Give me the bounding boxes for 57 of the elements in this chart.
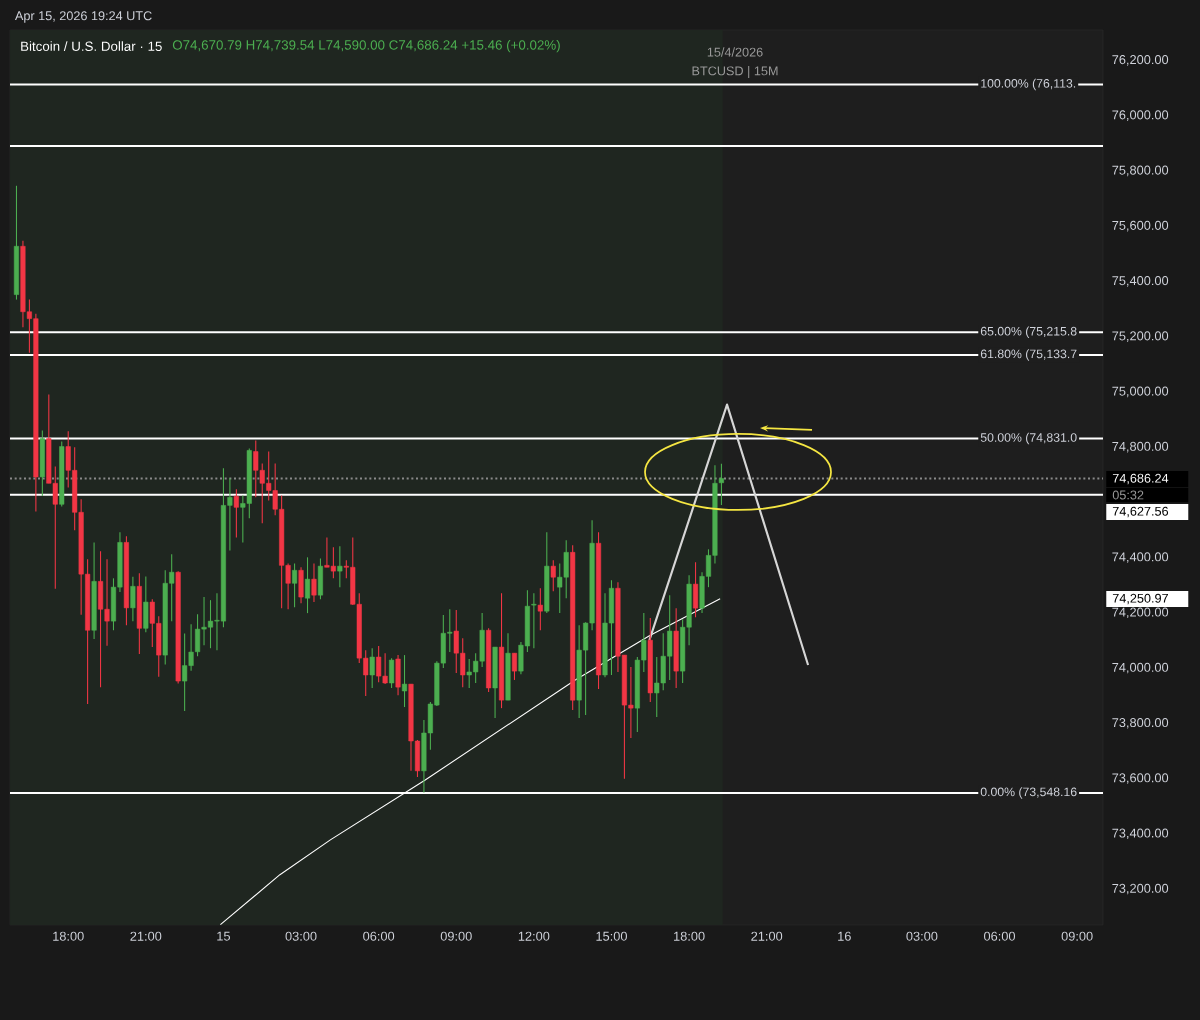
x-tick-label: 21:00	[130, 931, 162, 941]
text: Bitcoin / U.S. Dollar · 15	[21, 41, 162, 51]
candlestick	[511, 652, 517, 681]
candlestick	[550, 559, 556, 592]
y-tick-label: 74,000.00	[1112, 662, 1169, 674]
annotation: BTCUSD | 15M	[692, 66, 778, 78]
y-tick-label: 75,800.00	[1112, 165, 1169, 177]
y-tick-label: 74,200.00	[1112, 607, 1169, 619]
candlestick	[401, 654, 408, 708]
candlestick	[537, 587, 543, 631]
x-tick-label: 06:00	[363, 931, 395, 941]
candlestick	[311, 562, 317, 603]
candlestick	[337, 545, 343, 588]
ref-line-label: 0.00% (73,548.16	[980, 787, 1077, 799]
ref-line-label: 100.00% (76,113.	[981, 78, 1076, 91]
candlestick	[369, 647, 375, 689]
ref-line-label: 65.00% (75,215.8	[980, 326, 1077, 338]
y-tick-label: 74,400.00	[1112, 552, 1169, 563]
y-tick-label: 75,400.00	[1112, 276, 1169, 287]
y-tick-label: 75,600.00	[1112, 220, 1169, 232]
text: 05:32	[1112, 490, 1144, 500]
x-tick-label: 16	[838, 931, 851, 941]
text: 74,250.97	[1112, 593, 1168, 605]
candlestick	[389, 657, 395, 689]
ref-line-label: 50.00% (74,831.0	[980, 432, 1077, 445]
y-tick-label: 75,000.00	[1112, 386, 1169, 398]
text: Apr 15, 2026 19:24 UTC	[14, 11, 152, 23]
y-tick-label: 73,400.00	[1112, 828, 1169, 840]
x-tick-label: 12:00	[518, 931, 550, 941]
candlestick	[304, 556, 311, 614]
x-tick-label: 03:00	[906, 931, 938, 941]
x-tick-label: 09:00	[1061, 931, 1093, 941]
candlestick	[292, 562, 298, 608]
x-tick-label: 06:00	[984, 931, 1016, 941]
x-tick-label: 21:00	[751, 931, 783, 941]
candlestick	[130, 576, 136, 622]
ref-line-label: 61.80% (75,133.7	[980, 349, 1077, 361]
text: 74,627.56	[1112, 506, 1169, 518]
y-tick-label: 73,800.00	[1112, 718, 1169, 729]
x-tick-label: 18:00	[53, 931, 84, 941]
y-tick-label: 74,800.00	[1112, 441, 1169, 453]
candlestick	[531, 592, 537, 649]
candlestick	[233, 488, 239, 538]
x-tick-label: 15	[217, 931, 231, 941]
y-tick-label: 73,600.00	[1112, 773, 1169, 784]
y-tick-label: 76,000.00	[1112, 110, 1169, 121]
x-tick-label: 18:00	[674, 931, 705, 941]
x-tick-label: 09:00	[440, 931, 472, 941]
annotation: 15/4/2026	[707, 47, 763, 57]
text: O74,670.79 H74,739.54 L74,590.00 C74,686.24 +15.46 (+0.02%)	[172, 39, 560, 53]
x-tick-label: 15:00	[596, 931, 627, 941]
x-tick-label: 03:00	[285, 931, 317, 941]
y-tick-label: 73,200.00	[1112, 883, 1169, 895]
candlestick	[718, 463, 724, 506]
y-tick-label: 75,200.00	[1112, 331, 1169, 342]
text: 74,686.24	[1112, 473, 1169, 485]
y-tick-label: 76,200.00	[1112, 55, 1169, 66]
